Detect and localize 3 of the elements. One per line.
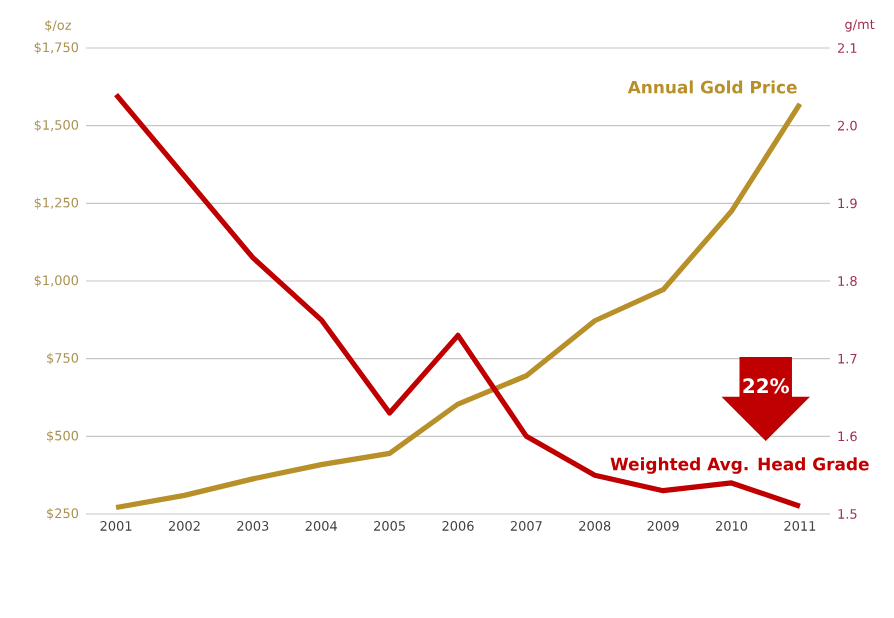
annotation: 22% xyxy=(743,378,789,394)
series-label: Weighted Avg. Head Grade xyxy=(610,457,869,474)
series-label: Annual Gold Price xyxy=(627,80,797,94)
